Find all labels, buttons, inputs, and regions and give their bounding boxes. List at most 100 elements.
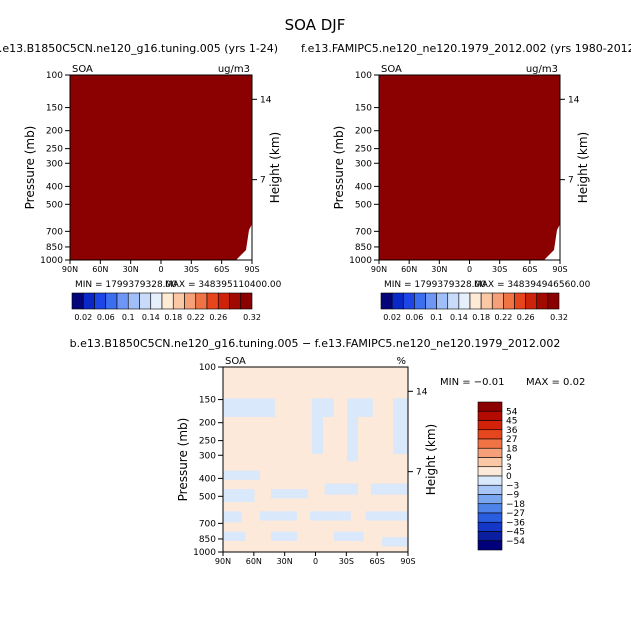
colorbar-label: −9 <box>506 491 520 501</box>
colorbar-swatch <box>127 292 140 310</box>
x-tick-label: 90S <box>244 265 259 274</box>
negative-patch <box>324 483 359 495</box>
x-tick-label: 90S <box>400 557 415 566</box>
y-tick-label: 500 <box>46 200 63 210</box>
y-tick-label: 1000 <box>193 548 216 558</box>
colorbar-swatch <box>436 292 449 310</box>
y-tick-label: 400 <box>355 182 372 192</box>
field-fill <box>379 75 560 260</box>
colorbar-label: 0.14 <box>450 313 468 322</box>
x-tick-label: 30S <box>339 557 354 566</box>
colorbar-label: 0.22 <box>494 313 512 322</box>
colorbar-swatch <box>477 484 503 495</box>
y-right-tick-label: 7 <box>260 176 266 186</box>
min-label: MIN = 1799379328.00 <box>75 280 177 290</box>
field-fill <box>223 367 408 552</box>
colorbar-swatch <box>82 292 95 310</box>
x-tick-label: 30N <box>277 557 293 566</box>
x-tick-label: 60S <box>370 557 385 566</box>
y-tick-label: 250 <box>355 145 372 155</box>
colorbar-swatch <box>150 292 163 310</box>
y-tick-label: 1000 <box>40 256 63 266</box>
units-label: ug/m3 <box>526 64 558 75</box>
colorbar-swatch <box>469 292 482 310</box>
chart-panel-bottom: b.e13.B1850C5CN.ne120_g16.tuning.005 − f… <box>70 337 586 566</box>
colorbar-swatch <box>105 292 118 310</box>
colorbar-swatch <box>414 292 426 310</box>
colorbar-swatch <box>477 494 503 505</box>
y-tick-label: 700 <box>199 519 216 529</box>
figure-title: SOA DJF <box>285 16 346 34</box>
colorbar-swatch <box>116 292 129 310</box>
colorbar: 0.02 0.06 0.1 0.14 0.18 0.22 0.26 0.32 <box>71 292 261 322</box>
colorbar-swatch <box>536 292 549 310</box>
x-tick-label: 60S <box>522 265 537 274</box>
x-tick-label: 0 <box>313 557 318 566</box>
colorbar-swatch <box>477 447 503 458</box>
colorbar-swatch <box>477 475 503 486</box>
colorbar-label: 0.32 <box>550 313 568 322</box>
negative-patch <box>223 470 260 480</box>
colorbar-label: −3 <box>506 481 519 491</box>
y-tick-label: 300 <box>355 159 372 169</box>
x-tick-label: 30S <box>184 265 199 274</box>
y-right-axis-label: Height (km) <box>576 132 590 203</box>
colorbar-swatch <box>391 292 404 310</box>
colorbar-label: 36 <box>506 426 518 436</box>
negative-patch <box>311 416 323 454</box>
x-tick-label: 60S <box>214 265 229 274</box>
colorbar-label: 0.06 <box>97 313 115 322</box>
x-tick-label: 60N <box>92 265 108 274</box>
y-tick-label: 700 <box>46 227 63 237</box>
panel-title: b.e13.B1850C5CN.ne120_g16.tuning.005 (yr… <box>0 42 278 55</box>
variable-label: SOA <box>225 356 246 367</box>
x-tick-label: 90N <box>62 265 78 274</box>
x-tick-label: 30N <box>123 265 139 274</box>
y-tick-label: 150 <box>46 104 63 114</box>
units-label: ug/m3 <box>218 64 250 75</box>
colorbar-swatch <box>547 292 560 310</box>
colorbar-swatch <box>477 503 503 514</box>
colorbar-label: 0.02 <box>383 313 401 322</box>
y-tick-label: 850 <box>46 243 63 253</box>
negative-patch <box>223 531 246 541</box>
y-tick-label: 200 <box>355 127 372 137</box>
colorbar-label: −45 <box>506 528 525 538</box>
y-axis-label: Pressure (mb) <box>176 418 190 502</box>
y-tick-label: 850 <box>355 243 372 253</box>
y-tick-label: 300 <box>46 159 63 169</box>
colorbar-swatch <box>491 292 504 310</box>
colorbar-swatch <box>94 292 107 310</box>
panel-title: f.e13.FAMIPC5.ne120_ne120.1979_2012.002 … <box>301 42 631 55</box>
colorbar-swatch <box>217 292 230 310</box>
colorbar-label: 0.14 <box>142 313 160 322</box>
min-label: MIN = −0.01 <box>440 377 504 388</box>
x-tick-label: 60N <box>401 265 417 274</box>
y-tick-label: 100 <box>355 71 372 81</box>
topography-mask <box>236 224 252 260</box>
x-tick-label: 90N <box>215 557 231 566</box>
colorbar-swatch <box>195 292 208 310</box>
negative-patch <box>382 537 408 547</box>
min-label: MIN = 1799379328.00 <box>384 280 486 290</box>
y-right-axis-label: Height (km) <box>268 132 282 203</box>
colorbar-label: 0 <box>506 472 512 482</box>
colorbar-swatch <box>240 292 253 310</box>
colorbar-label: 0.26 <box>209 313 227 322</box>
colorbar-swatch <box>229 292 242 310</box>
colorbar-label: 45 <box>506 417 517 427</box>
negative-patch <box>223 489 255 503</box>
colorbar-swatch <box>402 292 415 310</box>
colorbar-swatch <box>477 420 503 431</box>
y-tick-label: 200 <box>199 419 216 429</box>
colorbar-label: 9 <box>506 454 512 464</box>
y-tick-label: 400 <box>199 474 216 484</box>
y-tick-label: 150 <box>355 104 372 114</box>
x-tick-label: 90N <box>371 265 387 274</box>
colorbar-swatch <box>525 292 538 310</box>
y-right-tick-label: 14 <box>416 387 428 397</box>
negative-patch <box>334 531 364 541</box>
x-tick-label: 0 <box>158 265 163 274</box>
y-tick-label: 100 <box>199 363 216 373</box>
